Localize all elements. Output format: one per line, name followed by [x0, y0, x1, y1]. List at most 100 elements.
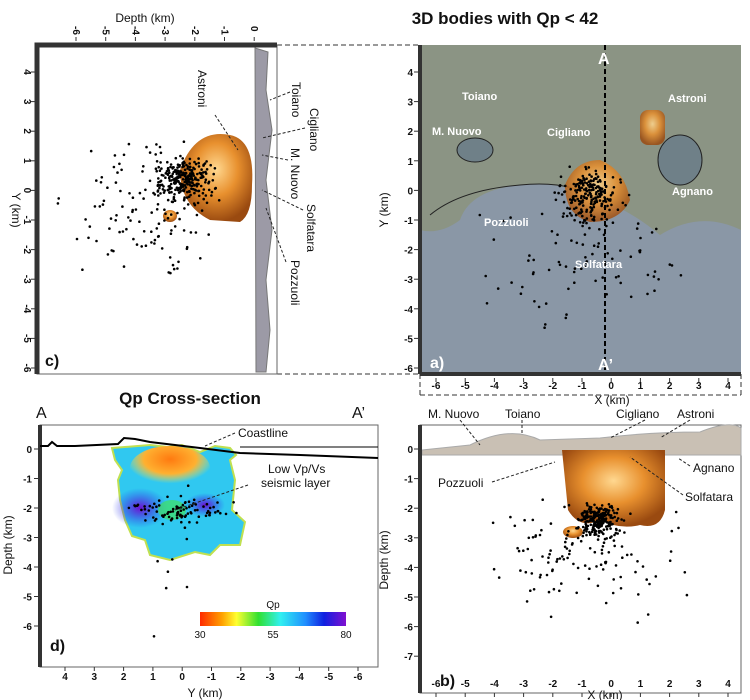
section-end-label: A’ — [598, 357, 613, 374]
earthquake-point — [156, 203, 160, 206]
earthquake-point — [187, 500, 191, 504]
earthquake-point — [235, 511, 238, 515]
earthquake-point — [583, 529, 586, 532]
earthquake-point — [565, 214, 569, 218]
earthquake-point — [589, 182, 592, 186]
earthquake-point — [600, 548, 604, 552]
earthquake-point — [587, 188, 591, 192]
earthquake-point — [150, 241, 153, 244]
earthquake-point — [591, 510, 595, 514]
tick-label: -2 — [548, 679, 557, 690]
earthquake-point — [510, 281, 513, 284]
earthquake-point — [524, 570, 528, 574]
earthquake-point — [540, 528, 543, 532]
earthquake-point — [606, 204, 609, 208]
earthquake-point — [596, 195, 599, 199]
earthquake-point — [530, 558, 533, 562]
earthquake-point — [155, 169, 158, 173]
earthquake-point — [118, 230, 121, 234]
earthquake-point — [547, 561, 550, 564]
earthquake-point — [167, 185, 170, 188]
earthquake-point — [182, 199, 186, 202]
tick-label: 2 — [667, 679, 673, 690]
earthquake-point — [189, 193, 192, 197]
earthquake-point — [581, 525, 585, 529]
earthquake-point — [175, 186, 179, 189]
earthquake-point — [170, 200, 174, 204]
earthquake-point — [527, 536, 531, 540]
earthquake-point — [602, 541, 606, 544]
earthquake-point — [580, 180, 584, 183]
tick-label: 3 — [92, 672, 98, 683]
earthquake-point — [159, 192, 162, 195]
earthquake-point — [157, 222, 161, 225]
tick-label: 0 — [248, 26, 259, 32]
earthquake-point — [605, 293, 608, 296]
earthquake-point — [153, 502, 156, 506]
tick-label: 1 — [21, 158, 32, 164]
earthquake-point — [581, 174, 585, 178]
earthquake-point — [170, 190, 173, 194]
earthquake-point — [592, 179, 595, 182]
earthquake-point — [140, 245, 143, 248]
earthquake-point — [492, 238, 496, 241]
earthquake-point — [212, 172, 215, 176]
earthquake-point — [166, 216, 170, 220]
earthquake-point — [646, 613, 650, 616]
earthquake-point — [585, 182, 589, 185]
earthquake-point — [128, 192, 131, 195]
earthquake-point — [127, 142, 131, 146]
earthquake-point — [620, 518, 623, 521]
earthquake-point — [565, 547, 569, 550]
earthquake-point — [172, 195, 176, 199]
panel-c-x-axis-label: Depth (km) — [115, 11, 174, 25]
earthquake-point — [205, 511, 209, 515]
earthquake-point — [595, 565, 598, 568]
tick-label: -4 — [490, 679, 499, 690]
earthquake-point — [576, 536, 580, 540]
earthquake-point — [600, 202, 604, 206]
tick-label: -2 — [548, 381, 557, 392]
earthquake-point — [601, 276, 604, 279]
earthquake-point — [115, 214, 118, 217]
earthquake-point — [202, 188, 206, 191]
tick-label: 4 — [21, 69, 32, 75]
annotation-low-vpvs-2: seismic layer — [261, 476, 330, 490]
tick-label: -6 — [70, 26, 81, 35]
earthquake-point — [179, 190, 182, 193]
earthquake-point — [178, 182, 182, 185]
earthquake-point — [166, 570, 170, 573]
panel-d-seismicity — [127, 484, 238, 638]
earthquake-point — [614, 527, 618, 531]
earthquake-point — [182, 160, 186, 164]
earthquake-point — [170, 229, 173, 232]
earthquake-point — [595, 506, 599, 510]
earthquake-point — [605, 218, 609, 221]
earthquake-point — [579, 202, 582, 205]
earthquake-point — [141, 170, 144, 173]
earthquake-point — [572, 270, 576, 274]
earthquake-point — [155, 505, 158, 509]
earthquake-point — [182, 229, 186, 232]
earthquake-point — [612, 186, 616, 189]
earthquake-point — [600, 204, 603, 208]
earthquake-point — [579, 211, 582, 215]
earthquake-point — [165, 170, 169, 173]
colorbar-max: 80 — [340, 630, 352, 641]
earthquake-point — [166, 495, 169, 499]
earthquake-point — [156, 559, 159, 563]
earthquake-point — [592, 525, 595, 529]
earthquake-point — [127, 506, 131, 510]
earthquake-point — [174, 188, 177, 192]
earthquake-point — [592, 528, 596, 532]
earthquake-point — [653, 270, 657, 273]
earthquake-point — [592, 512, 596, 516]
earthquake-point — [619, 575, 622, 579]
earthquake-point — [113, 154, 117, 157]
earthquake-point — [168, 171, 171, 174]
earthquake-point — [553, 191, 556, 194]
earthquake-point — [596, 524, 599, 527]
earthquake-point — [653, 289, 656, 293]
earthquake-point — [208, 513, 211, 517]
